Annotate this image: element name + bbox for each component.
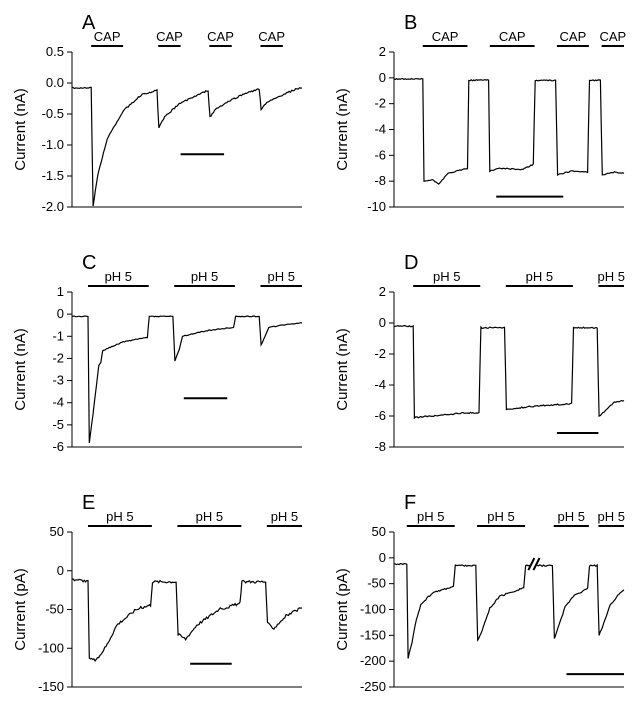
panel-label-C: C <box>82 252 96 275</box>
panel-B: B -10 -8 -6 -4 -2 0 2 Current (nA) CAP CAP CAP CAP <box>332 12 632 227</box>
svg-text:-2: -2 <box>52 350 64 365</box>
panel-F: F -250 -200 -150 -100 -50 0 50 Current (pA) pH 5 p… <box>332 492 632 707</box>
svg-text:0.5: 0.5 <box>46 44 64 59</box>
svg-text:pH 5: pH 5 <box>558 509 585 524</box>
svg-text:CAP: CAP <box>258 29 285 44</box>
svg-text:-0.5: -0.5 <box>42 106 64 121</box>
svg-text:CAP: CAP <box>432 29 459 44</box>
svg-text:pH 5: pH 5 <box>268 269 295 284</box>
svg-text:pH 5: pH 5 <box>191 269 218 284</box>
svg-text:-4: -4 <box>52 395 64 410</box>
svg-text:-200: -200 <box>360 653 386 668</box>
svg-text:0: 0 <box>379 550 386 565</box>
svg-text:-8: -8 <box>374 439 386 454</box>
ylabel-F: Current (pA) <box>334 568 351 651</box>
plot-A: -2.0 -1.5 -1.0 -0.5 0.0 0.5 Current (nA) CAP CAP… <box>10 12 310 227</box>
svg-text:-6: -6 <box>374 408 386 423</box>
ylabel-B: Current (nA) <box>334 88 351 171</box>
svg-text:-6: -6 <box>52 439 64 454</box>
svg-text:0: 0 <box>57 563 64 578</box>
svg-text:-100: -100 <box>360 602 386 617</box>
svg-text:0.0: 0.0 <box>46 75 64 90</box>
svg-text:0: 0 <box>379 70 386 85</box>
svg-text:pH 5: pH 5 <box>433 269 460 284</box>
svg-text:-2: -2 <box>374 346 386 361</box>
svg-text:pH 5: pH 5 <box>271 509 298 524</box>
svg-text:50: 50 <box>372 524 386 539</box>
svg-text:pH 5: pH 5 <box>597 509 624 524</box>
svg-text:CAP: CAP <box>156 29 183 44</box>
svg-text:-8: -8 <box>374 173 386 188</box>
svg-text:-2: -2 <box>374 96 386 111</box>
ylabel-D: Current (nA) <box>334 328 351 411</box>
svg-text:-5: -5 <box>52 417 64 432</box>
svg-text:-50: -50 <box>45 602 64 617</box>
svg-text:-100: -100 <box>38 640 64 655</box>
svg-text:pH 5: pH 5 <box>417 509 444 524</box>
ylabel-A: Current (nA) <box>12 88 29 171</box>
svg-text:-6: -6 <box>374 147 386 162</box>
panel-E: E -150 -100 -50 0 50 Current (pA) pH 5 pH 5 pH 5 <box>10 492 310 707</box>
svg-text:-4: -4 <box>374 377 386 392</box>
svg-text:-150: -150 <box>38 679 64 694</box>
svg-text:pH 5: pH 5 <box>105 269 132 284</box>
plot-F: -250 -200 -150 -100 -50 0 50 Current (pA) pH 5 pH… <box>332 492 632 707</box>
svg-text:0: 0 <box>57 306 64 321</box>
panel-A: A -2.0 -1.5 -1.0 -0.5 0.0 0.5 Current (nA) CAP CA… <box>10 12 310 227</box>
panel-label-F: F <box>404 492 416 515</box>
svg-text:pH 5: pH 5 <box>526 269 553 284</box>
svg-text:CAP: CAP <box>560 29 587 44</box>
svg-text:-250: -250 <box>360 679 386 694</box>
svg-text:-10: -10 <box>367 199 386 214</box>
panel-D: D -8 -6 -4 -2 0 2 Current (nA) pH 5 pH 5 pH 5 <box>332 252 632 467</box>
svg-text:-1.0: -1.0 <box>42 137 64 152</box>
plot-C: -6 -5 -4 -3 -2 -1 0 1 Current (nA) pH 5 pH 5 pH 5 <box>10 252 310 467</box>
svg-text:-50: -50 <box>367 576 386 591</box>
svg-text:-3: -3 <box>52 373 64 388</box>
svg-text:1: 1 <box>57 284 64 299</box>
svg-text:CAP: CAP <box>499 29 526 44</box>
svg-text:2: 2 <box>379 44 386 59</box>
plot-E: -150 -100 -50 0 50 Current (pA) pH 5 pH 5 pH 5 <box>10 492 310 707</box>
svg-text:-1.5: -1.5 <box>42 168 64 183</box>
svg-text:0: 0 <box>379 315 386 330</box>
plot-B: -10 -8 -6 -4 -2 0 2 Current (nA) CAP CAP CAP CAP <box>332 12 632 227</box>
svg-text:CAP: CAP <box>94 29 121 44</box>
svg-text:CAP: CAP <box>599 29 626 44</box>
svg-text:-4: -4 <box>374 122 386 137</box>
svg-text:50: 50 <box>50 524 64 539</box>
svg-text:-2.0: -2.0 <box>42 199 64 214</box>
plot-D: -8 -6 -4 -2 0 2 Current (nA) pH 5 pH 5 pH 5 <box>332 252 632 467</box>
ylabel-C: Current (nA) <box>12 328 29 411</box>
svg-text:pH 5: pH 5 <box>597 269 624 284</box>
panel-label-B: B <box>404 12 417 35</box>
ylabel-E: Current (pA) <box>12 568 29 651</box>
panel-label-E: E <box>82 492 95 515</box>
panel-label-A: A <box>82 12 95 35</box>
svg-text:pH 5: pH 5 <box>106 509 133 524</box>
svg-text:2: 2 <box>379 284 386 299</box>
panel-C: C -6 -5 -4 -3 -2 -1 0 1 Current (nA) pH 5 pH 5 pH 5 <box>10 252 310 467</box>
svg-text:-1: -1 <box>52 328 64 343</box>
panel-label-D: D <box>404 252 418 275</box>
svg-text:CAP: CAP <box>207 29 234 44</box>
svg-text:-150: -150 <box>360 627 386 642</box>
svg-text:pH 5: pH 5 <box>487 509 514 524</box>
svg-text:pH 5: pH 5 <box>196 509 223 524</box>
